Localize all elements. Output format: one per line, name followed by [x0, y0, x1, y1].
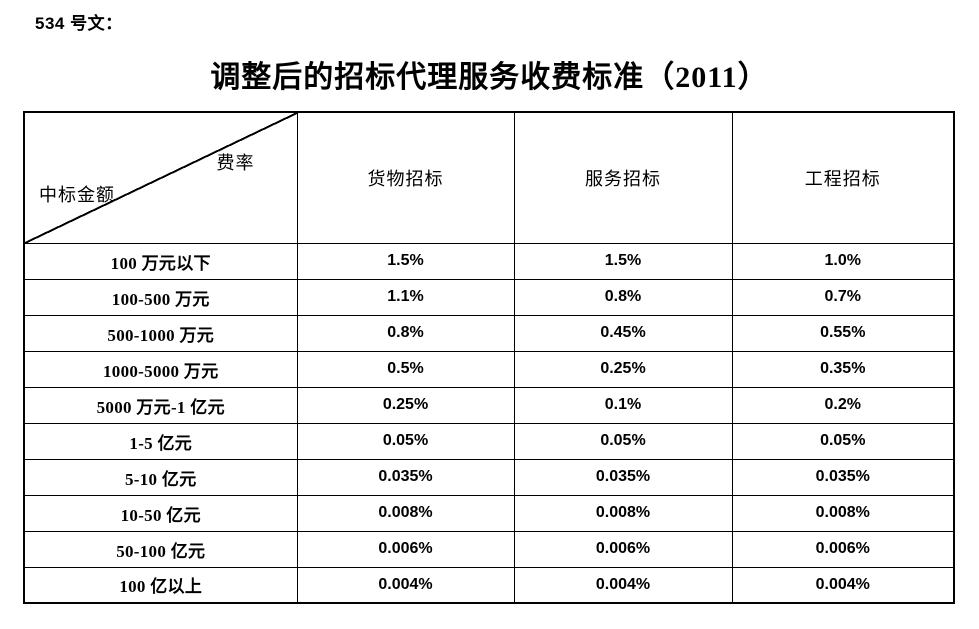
- rate-cell: 1.5%: [513, 242, 733, 280]
- table-row: 100 万元以下 1.5% 1.5% 1.0%: [23, 242, 955, 280]
- rate-cell: 0.008%: [513, 494, 733, 532]
- rate-cell: 0.2%: [731, 386, 955, 424]
- rate-cell: 0.55%: [731, 314, 955, 352]
- column-header-engineering: 工程招标: [731, 111, 955, 244]
- row-label: 100-500 万元: [23, 278, 298, 316]
- rate-cell: 0.25%: [513, 350, 733, 388]
- column-header-goods: 货物招标: [296, 111, 515, 244]
- rate-cell: 0.05%: [513, 422, 733, 460]
- table-row: 10-50 亿元 0.008% 0.008% 0.008%: [23, 494, 955, 532]
- rate-cell: 0.5%: [296, 350, 515, 388]
- corner-cell-diagonal: 费率 中标金额: [23, 111, 298, 244]
- row-label: 500-1000 万元: [23, 314, 298, 352]
- rate-cell: 0.35%: [731, 350, 955, 388]
- corner-label-bid-amount: 中标金额: [39, 185, 115, 205]
- row-label: 10-50 亿元: [23, 494, 298, 532]
- table-row: 500-1000 万元 0.8% 0.45% 0.55%: [23, 314, 955, 352]
- rate-cell: 0.006%: [731, 530, 955, 568]
- table-row: 1-5 亿元 0.05% 0.05% 0.05%: [23, 422, 955, 460]
- row-label: 1-5 亿元: [23, 422, 298, 460]
- fee-rate-table: 费率 中标金额 货物招标 服务招标 工程招标 100 万元以下 1.5% 1.5…: [23, 111, 955, 604]
- rate-cell: 1.0%: [731, 242, 955, 280]
- rate-cell: 0.05%: [296, 422, 515, 460]
- column-header-service: 服务招标: [513, 111, 733, 244]
- rate-cell: 0.004%: [731, 566, 955, 604]
- rate-cell: 0.7%: [731, 278, 955, 316]
- table-row: 100-500 万元 1.1% 0.8% 0.7%: [23, 278, 955, 316]
- rate-cell: 0.25%: [296, 386, 515, 424]
- rate-cell: 0.1%: [513, 386, 733, 424]
- rate-cell: 0.008%: [731, 494, 955, 532]
- rate-cell: 0.035%: [513, 458, 733, 496]
- row-label: 100 万元以下: [23, 242, 298, 280]
- table-row: 1000-5000 万元 0.5% 0.25% 0.35%: [23, 350, 955, 388]
- rate-cell: 0.05%: [731, 422, 955, 460]
- doc-number: 534 号文：: [35, 14, 123, 33]
- rate-cell: 0.006%: [296, 530, 515, 568]
- rate-cell: 0.035%: [731, 458, 955, 496]
- rate-cell: 0.8%: [513, 278, 733, 316]
- table-row: 100 亿以上 0.004% 0.004% 0.004%: [23, 566, 955, 604]
- rate-cell: 0.006%: [513, 530, 733, 568]
- row-label: 5000 万元-1 亿元: [23, 386, 298, 424]
- rate-cell: 0.8%: [296, 314, 515, 352]
- table-row: 5-10 亿元 0.035% 0.035% 0.035%: [23, 458, 955, 496]
- table-row: 5000 万元-1 亿元 0.25% 0.1% 0.2%: [23, 386, 955, 424]
- rate-cell: 0.004%: [296, 566, 515, 604]
- rate-cell: 0.035%: [296, 458, 515, 496]
- corner-label-rate: 费率: [216, 153, 255, 173]
- table-row: 50-100 亿元 0.006% 0.006% 0.006%: [23, 530, 955, 568]
- rate-cell: 0.45%: [513, 314, 733, 352]
- rate-cell: 0.004%: [513, 566, 733, 604]
- page-title: 调整后的招标代理服务收费标准（2011）: [210, 61, 769, 94]
- row-label: 100 亿以上: [23, 566, 298, 604]
- rate-cell: 1.1%: [296, 278, 515, 316]
- rate-cell: 1.5%: [296, 242, 515, 280]
- row-label: 1000-5000 万元: [23, 350, 298, 388]
- table-header-row: 费率 中标金额 货物招标 服务招标 工程招标: [23, 111, 955, 244]
- row-label: 50-100 亿元: [23, 530, 298, 568]
- row-label: 5-10 亿元: [23, 458, 298, 496]
- rate-cell: 0.008%: [296, 494, 515, 532]
